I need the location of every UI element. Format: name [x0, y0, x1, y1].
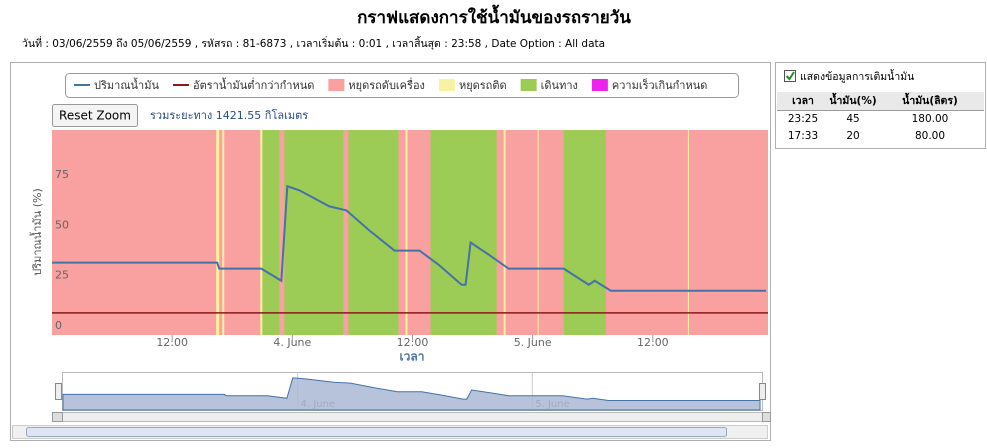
table-cell: 180.00 — [912, 113, 949, 125]
distance-label: รวมระยะทาง 1421.55 กิโลเมตร — [150, 108, 308, 122]
y-tick-label: 75 — [55, 168, 69, 181]
navigator-handle-left[interactable] — [55, 383, 62, 400]
refuel-table: เวลา น้ำมัน(%) น้ำมัน(ลิตร) 23:25 45 180.00 17… — [788, 92, 958, 142]
table-header-cell: เวลา — [792, 95, 814, 107]
navigator-scroll-track[interactable] — [62, 412, 763, 422]
scroll-right-arrow[interactable] — [762, 412, 771, 422]
x-tick-label: 12:00 — [156, 336, 188, 349]
status-band — [216, 130, 220, 335]
table-cell: 45 — [846, 113, 859, 125]
status-band — [262, 130, 280, 335]
x-tick-label: 12:00 — [637, 336, 669, 349]
navigator: 4. June5. June — [62, 372, 763, 411]
legend-label: ปริมาณน้ำมัน — [94, 77, 159, 92]
y-tick-label: 0 — [55, 319, 62, 332]
page-subtitle: วันที่ : 03/06/2559 ถึง 05/06/2559 , รหั… — [22, 36, 605, 50]
plot: 0 25 50 75 12:00 4. June 12:00 5. June 12:00 — [52, 130, 768, 349]
page-title: กราฟแสดงการใช้น้ำมันของรถรายวัน — [357, 4, 631, 28]
navigator-handle-right[interactable] — [759, 383, 766, 400]
legend: ปริมาณน้ำมัน อัตราน้ำมันต่ำกว่ากำหนด หยุดร… — [74, 77, 707, 92]
table-cell: 20 — [846, 130, 859, 142]
page-scroll-thumb[interactable] — [26, 427, 727, 437]
checkbox[interactable] — [784, 70, 796, 82]
legend-symbol — [438, 79, 455, 91]
status-band — [52, 130, 768, 335]
status-band — [687, 130, 689, 335]
legend-label: หยุดรถติด — [459, 79, 507, 92]
table-header-cell: น้ำมัน(ลิตร) — [902, 92, 958, 107]
table-header-bg — [777, 92, 984, 110]
status-band — [222, 130, 225, 335]
x-tick-label: 5. June — [514, 336, 552, 349]
legend-label: อัตราน้ำมันต่ำกว่ากำหนด — [193, 77, 314, 92]
status-band — [503, 130, 506, 335]
table-cell: 80.00 — [915, 130, 945, 142]
status-band — [563, 130, 606, 335]
y-axis-title: ปริมาณน้ำมัน (%) — [29, 188, 44, 276]
reset-zoom-button[interactable]: Reset Zoom — [52, 104, 138, 127]
table-cell: 17:33 — [788, 130, 818, 142]
x-tick-label: 4. June — [273, 336, 311, 349]
button-label[interactable]: Reset Zoom — [59, 109, 131, 123]
status-band — [537, 130, 539, 335]
legend-symbol — [520, 79, 537, 91]
table-header-cell: น้ำมัน(%) — [829, 92, 876, 107]
x-axis-title: เวลา — [400, 350, 425, 364]
status-band — [430, 130, 497, 335]
legend-label: หยุดรถดับเครื่อง — [348, 77, 425, 92]
x-tick-label: 12:00 — [397, 336, 429, 349]
status-band — [405, 130, 408, 335]
legend-symbol — [591, 79, 608, 91]
checkbox-label[interactable]: แสดงข้อมูลการเติมน้ำมัน — [800, 69, 914, 83]
checkbox-tick — [785, 71, 795, 81]
status-band — [260, 130, 263, 335]
legend-symbol — [328, 79, 345, 91]
y-tick-label: 50 — [55, 218, 69, 231]
navigator-area — [62, 377, 761, 411]
legend-label: เดินทาง — [541, 79, 578, 92]
legend-label: ความเร็วเกินกำหนด — [612, 78, 708, 92]
fuel-line — [52, 184, 766, 292]
button-frame[interactable] — [52, 104, 138, 127]
scroll-left-arrow[interactable] — [52, 412, 63, 422]
status-band — [284, 130, 344, 335]
legend-box — [65, 73, 739, 98]
y-tick-label: 25 — [55, 269, 69, 282]
table-cell: 23:25 — [788, 113, 818, 125]
